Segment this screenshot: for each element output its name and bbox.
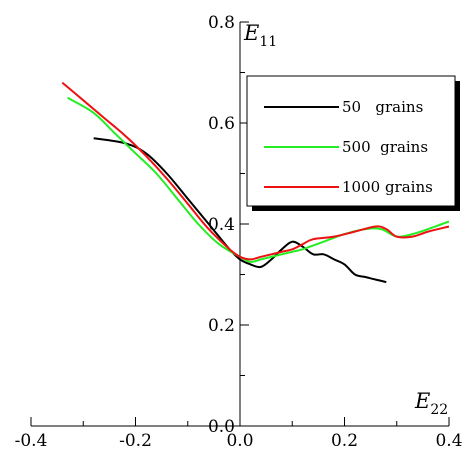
x-tick-label: -0.2 — [119, 431, 152, 451]
y-tick-label: 0.8 — [208, 13, 235, 33]
legend-label-1: 500 grains — [342, 138, 428, 156]
tick-labels: -0.4 -0.2 0.0 0.2 0.4 0.0 0.2 0.4 0.6 0.8 — [15, 13, 463, 451]
series-line-2 — [61, 81, 450, 261]
y-tick-label: 0.4 — [208, 215, 235, 235]
x-tick-label: 0.4 — [435, 431, 462, 451]
y-tick-label: 0.6 — [208, 114, 235, 134]
y-tick-label: 0.0 — [208, 417, 235, 437]
series-lines — [61, 81, 450, 284]
legend-label-0: 50 grains — [342, 98, 423, 116]
x-tick-label: 0.2 — [331, 431, 358, 451]
y-tick-label: 0.2 — [208, 316, 235, 336]
axes — [30, 21, 450, 427]
x-tick-label: -0.4 — [15, 431, 48, 451]
legend-label-2: 1000 grains — [342, 178, 433, 196]
x-axis-label: E22 — [414, 389, 448, 418]
legend-box — [246, 75, 456, 207]
y-axis-label-subscript: 11 — [259, 34, 277, 50]
x-tick-label: 0.0 — [226, 431, 253, 451]
x-axis-label-subscript: 22 — [430, 402, 448, 418]
y-axis-label: E11 — [243, 21, 277, 50]
legend: 50 grains 500 grains 1000 grains — [246, 75, 460, 211]
series-line-0 — [93, 137, 387, 284]
series-line-1 — [67, 96, 450, 263]
